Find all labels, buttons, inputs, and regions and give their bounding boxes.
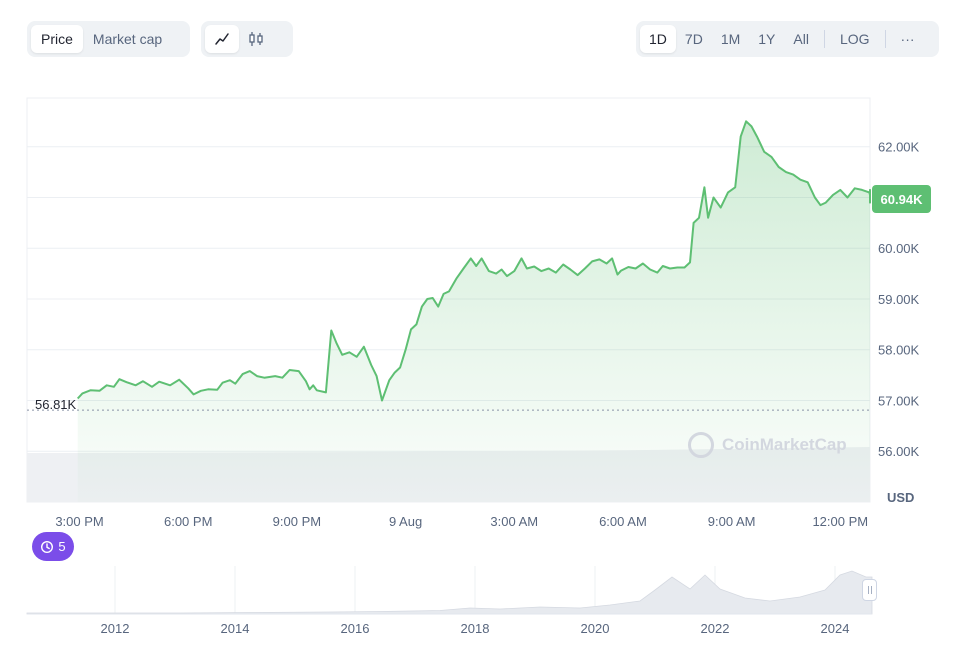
- x-tick-label: 9:00 AM: [708, 514, 756, 529]
- navigator-year-label: 2018: [461, 621, 490, 636]
- currency-label: USD: [887, 490, 915, 505]
- navigator-drag-handle[interactable]: [862, 579, 877, 601]
- navigator-year-label: 2022: [701, 621, 730, 636]
- x-tick-label: 9 Aug: [389, 514, 422, 529]
- navigator-year-label: 2016: [341, 621, 370, 636]
- range-7d-tab[interactable]: 7D: [684, 31, 703, 47]
- candlestick-icon: [249, 32, 263, 46]
- start-price-label: 56.81K: [35, 397, 77, 412]
- range-1d-tab[interactable]: 1D: [640, 25, 676, 53]
- history-badge-count: 5: [58, 539, 66, 554]
- range-1m-tab[interactable]: 1M: [720, 31, 741, 47]
- history-clock-icon: [41, 540, 54, 553]
- navigator-year-label: 2014: [221, 621, 250, 636]
- toolbar-divider: [823, 30, 825, 48]
- navigator-year-label: 2024: [821, 621, 850, 636]
- line-chart-button[interactable]: [205, 25, 239, 53]
- x-tick-label: 3:00 PM: [55, 514, 103, 529]
- coinmarketcap-watermark: CoinMarketCap: [688, 432, 847, 458]
- navigator-year-label: 2020: [581, 621, 610, 636]
- y-tick-label: 56.00K: [878, 444, 920, 459]
- history-events-badge[interactable]: 5: [32, 532, 74, 561]
- price-tab[interactable]: Price: [31, 25, 83, 53]
- navigator-year-label: 2012: [101, 621, 130, 636]
- history-navigator: 2012 2014 2016 2018 2020 2022 2024: [26, 566, 873, 636]
- x-tick-label: 9:00 PM: [273, 514, 321, 529]
- metric-toggle: Price Market cap: [27, 21, 190, 57]
- coinmarketcap-logo-icon: [688, 432, 714, 458]
- current-price-tag: 60.94K: [872, 185, 931, 213]
- watermark-text: CoinMarketCap: [722, 435, 847, 454]
- more-options-button[interactable]: ···: [900, 31, 915, 47]
- line-chart-icon: [215, 33, 229, 45]
- x-tick-label: 6:00 PM: [164, 514, 212, 529]
- y-tick-label: 59.00K: [878, 292, 920, 307]
- chart-type-toggle: [201, 21, 293, 57]
- navigator-history-area: [26, 570, 873, 615]
- x-axis-tick-labels: 3:00 PM 6:00 PM 9:00 PM 9 Aug 3:00 AM 6:00 AM…: [55, 514, 868, 529]
- x-tick-label: 6:00 AM: [599, 514, 647, 529]
- y-tick-label: 57.00K: [878, 393, 920, 408]
- time-range-toggle: 1D 7D 1M 1Y All LOG ···: [636, 21, 939, 57]
- candlestick-button[interactable]: [239, 25, 273, 53]
- price-series-line: [76, 120, 871, 402]
- x-tick-label: 3:00 AM: [490, 514, 538, 529]
- toolbar-divider: [884, 30, 886, 48]
- y-tick-label: 60.00K: [878, 241, 920, 256]
- log-scale-toggle[interactable]: LOG: [839, 31, 870, 47]
- range-all-tab[interactable]: All: [793, 31, 809, 47]
- y-tick-label: 58.00K: [878, 343, 920, 358]
- y-tick-label: 62.00K: [878, 140, 920, 155]
- market-cap-tab[interactable]: Market cap: [92, 31, 163, 47]
- price-area-fill: [77, 121, 870, 503]
- x-tick-label: 12:00 PM: [812, 514, 868, 529]
- range-1y-tab[interactable]: 1Y: [758, 31, 776, 47]
